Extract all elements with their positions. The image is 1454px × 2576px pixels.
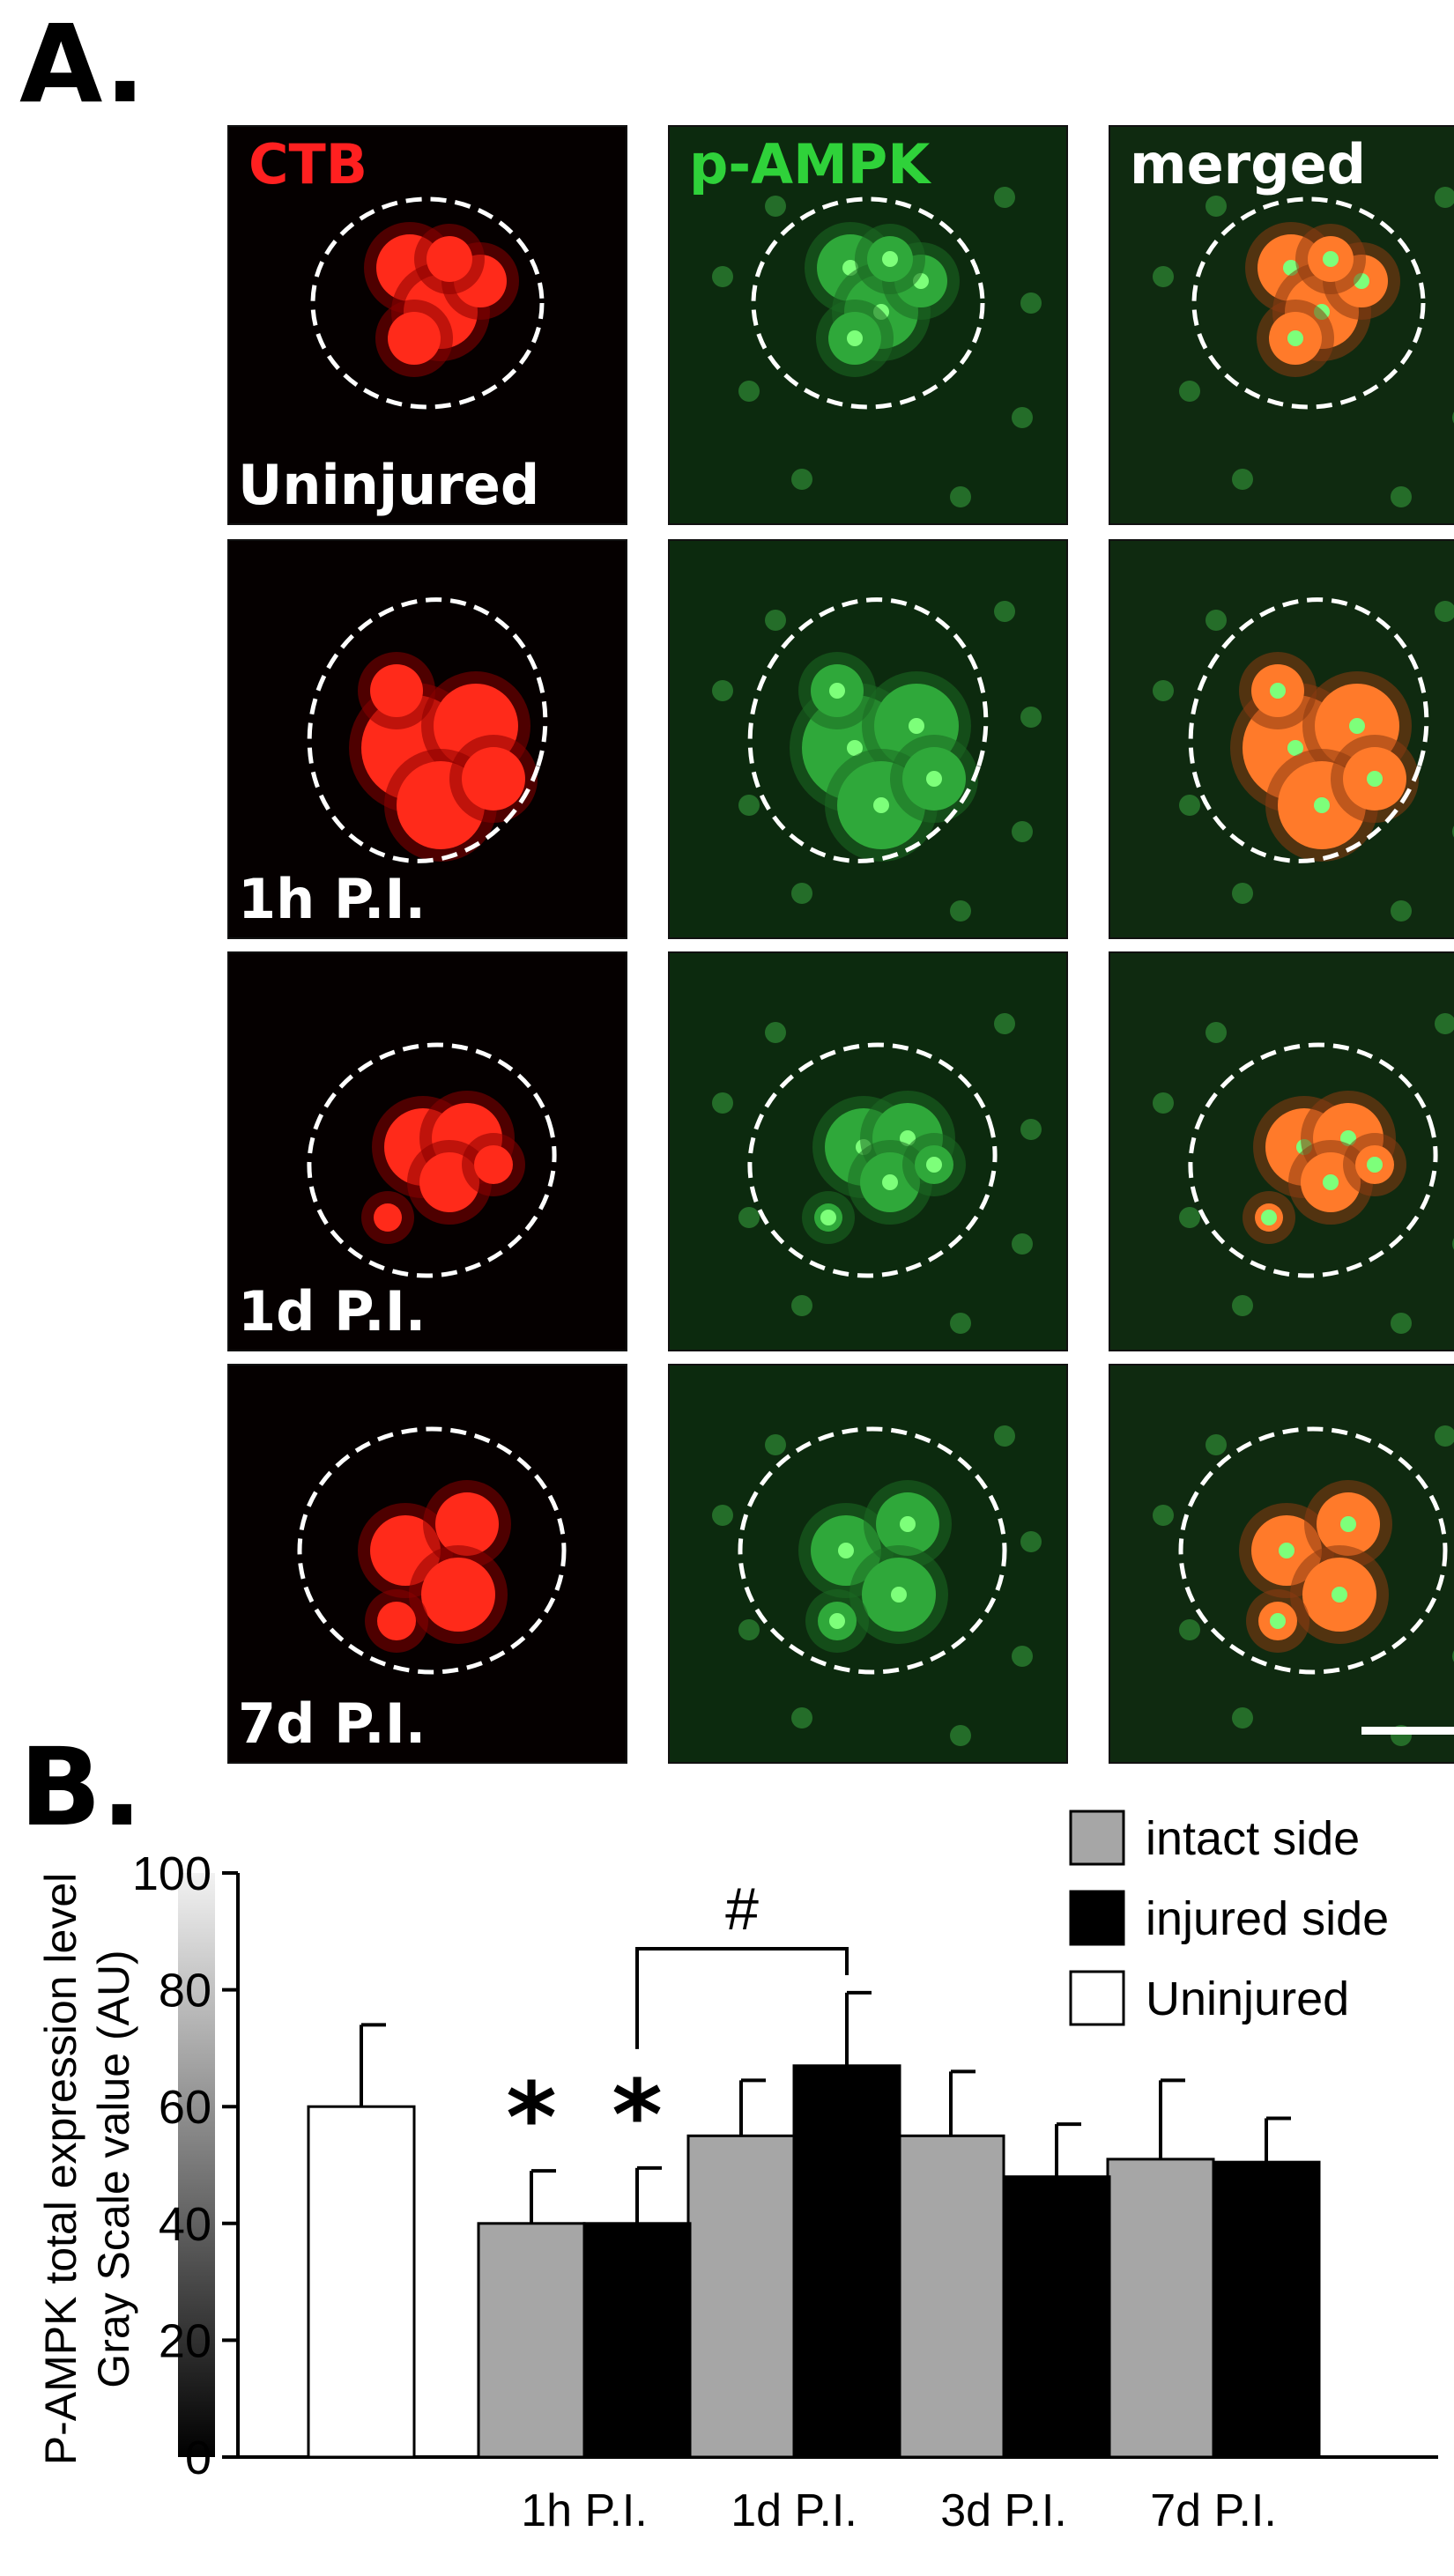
bar-injured-side-2 [792, 2064, 901, 2459]
timepoint-label-1: Uninjured [238, 453, 540, 517]
timepoint-label-2: 1h P.I. [238, 867, 427, 931]
y-tick-label-0: 0 [185, 2432, 211, 2484]
legend-swatch-1 [1069, 1890, 1125, 1946]
micrograph-3-1: 1d P.I. [227, 951, 627, 1351]
micrograph-1-3: merged [1109, 125, 1454, 525]
y-tick-label-4: 80 [159, 1965, 211, 2017]
micrograph-3-2 [668, 951, 1068, 1351]
micrograph-2-1: 1h P.I. [227, 539, 627, 939]
micrograph-2-3 [1109, 539, 1454, 939]
bracket-hash: # [725, 1876, 759, 1943]
legend-swatch-2 [1069, 1970, 1125, 2026]
panel-a-label: A. [19, 2, 146, 127]
micrograph-3-3 [1109, 951, 1454, 1351]
micrograph-2-2 [668, 539, 1068, 939]
micrograph-1-2: p-AMPK [668, 125, 1068, 525]
channel-label-3: merged [1130, 132, 1367, 196]
y-axis-label-line2: Gray Scale value (AU) [89, 1950, 138, 2387]
bar-uninjured-0 [307, 2105, 416, 2459]
micrograph-4-1: 7d P.I. [227, 1364, 627, 1764]
grayscale-colorbar [178, 1873, 215, 2457]
bar-intact-side-4 [1106, 2158, 1215, 2459]
y-tick-label-5: 100 [132, 1847, 211, 1900]
bar-intact-side-1 [477, 2222, 586, 2459]
timepoint-label-3: 1d P.I. [238, 1279, 427, 1344]
channel-label-1: CTB [249, 132, 368, 196]
y-tick-label-2: 40 [159, 2198, 211, 2251]
bar-intact-side-3 [896, 2134, 1005, 2459]
x-tick-label-2: 1d P.I. [731, 2485, 857, 2536]
bar-intact-side-2 [686, 2134, 796, 2459]
legend-label-0: intact side [1146, 1812, 1360, 1865]
legend-swatch-0 [1069, 1810, 1125, 1866]
significance-star-0: * [506, 2062, 557, 2174]
legend-label-1: injured side [1146, 1892, 1389, 1945]
significance-bracket [635, 1947, 849, 2049]
bar-injured-side-4 [1212, 2160, 1321, 2459]
micrograph-4-2 [668, 1364, 1068, 1764]
x-tick-label-4: 7d P.I. [1150, 2485, 1277, 2536]
x-tick-label-3: 3d P.I. [940, 2485, 1067, 2536]
micrograph-1-1: CTB Uninjured [227, 125, 627, 525]
channel-label-2: p-AMPK [689, 132, 931, 196]
panel-b-label: B. [19, 1725, 143, 1850]
y-tick-label-1: 20 [159, 2314, 211, 2367]
micrograph-4-3 [1109, 1364, 1454, 1764]
y-axis-label-line1: P-AMPK total expression level [36, 1873, 85, 2466]
legend-label-2: Uninjured [1146, 1973, 1349, 2025]
bar-injured-side-1 [582, 2222, 692, 2459]
bar-injured-side-3 [1002, 2175, 1111, 2459]
significance-star-1: * [612, 2059, 663, 2172]
y-tick-label-3: 60 [159, 2081, 211, 2134]
x-tick-label-1: 1h P.I. [521, 2485, 648, 2536]
timepoint-label-4: 7d P.I. [238, 1691, 427, 1756]
